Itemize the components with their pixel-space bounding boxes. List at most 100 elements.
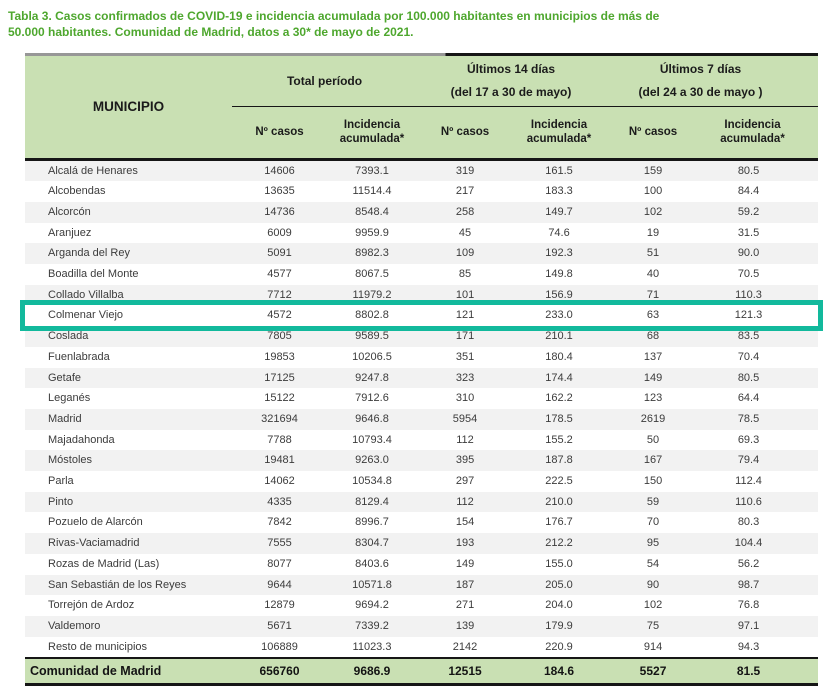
- value-cell: 154: [455, 516, 475, 529]
- table-row: Madrid 321694 9646.8 5954 178.5 2619 78.5: [25, 408, 819, 430]
- value-cell: 217: [455, 185, 475, 198]
- municipio-cell: Madrid: [25, 408, 232, 430]
- value-cell: 112: [456, 433, 474, 446]
- value-cell: 193: [417, 533, 514, 554]
- value-cell: 156.9: [513, 284, 606, 306]
- value-cell: 7712: [232, 284, 327, 306]
- table-row: Coslada 7805 9589.5 171 210.1 68 83.5: [25, 326, 819, 347]
- table-row: Resto de municipios 106889 11023.3 2142 220.…: [25, 637, 818, 659]
- total-incidence-total: 9686.9: [327, 657, 418, 686]
- subheader-incidence-total: Incidencia acumulada*: [327, 106, 418, 161]
- subheader-incidence-7d: Incidencia acumulada*: [701, 106, 819, 161]
- municipio-cell: Torrejón de Ardoz: [48, 599, 135, 612]
- value-cell: 210.1: [513, 326, 606, 347]
- municipio-cell: Alcobendas: [48, 185, 106, 198]
- group-sublabel-7d: (del 24 a 30 de mayo ): [638, 85, 763, 100]
- value-cell: 5671: [232, 615, 327, 637]
- municipio-column-header: MUNICIPIO: [25, 56, 232, 161]
- value-cell: 155.2: [545, 433, 573, 446]
- municipio-cell: Alcalá de Henares: [25, 159, 232, 182]
- value-cell: 101: [417, 284, 514, 306]
- value-cell: 11023.3: [352, 640, 392, 653]
- value-cell: 8304.7: [327, 533, 418, 554]
- table-row: Fuenlabrada 19853 10206.5 351 180.4 137 70.4: [25, 347, 818, 368]
- group-sublabel-14d: (del 17 a 30 de mayo): [450, 85, 572, 100]
- subheader-row: Nº casos Incidencia acumulada* Nº casos …: [25, 106, 819, 161]
- value-cell: 121.3: [734, 309, 763, 322]
- value-cell: 7912.6: [355, 392, 389, 405]
- municipio-cell: Getafe: [25, 367, 232, 389]
- value-cell: 2142: [452, 640, 478, 653]
- value-cell: 4577: [267, 268, 292, 281]
- value-cell: 10571.8: [327, 574, 418, 596]
- value-cell: 137: [643, 350, 663, 363]
- table-top-border: [25, 53, 818, 56]
- table-row: Parla 14062 10534.8 297 222.5 150 112.4: [25, 471, 818, 492]
- table-row-highlighted: Colmenar Viejo 4572 8802.8 121 233.0 63 121.3: [19, 300, 824, 332]
- value-cell: 162.2: [545, 392, 573, 405]
- municipio-cell: Pozuelo de Alarcón: [48, 516, 143, 529]
- value-cell: 100: [643, 185, 663, 198]
- value-cell: 150: [643, 475, 663, 488]
- value-cell: 178.5: [513, 408, 606, 430]
- value-cell: 7555: [232, 533, 327, 554]
- value-cell: 76.8: [737, 599, 760, 612]
- municipio-cell: Coslada: [25, 326, 232, 347]
- table-header: MUNICIPIO Total período Últimos 14 días …: [25, 56, 819, 161]
- value-cell: 159: [605, 159, 702, 182]
- table-row: Majadahonda 7788 10793.4 112 155.2 50 69.3: [25, 430, 818, 451]
- value-cell: 54: [646, 557, 660, 570]
- subheader-cases-14d: Nº casos: [417, 106, 514, 161]
- table-row: Pinto 4335 8129.4 112 210.0 59 110.6: [25, 491, 819, 513]
- value-cell: 51: [605, 243, 702, 265]
- value-cell: 64.4: [737, 392, 760, 405]
- value-cell: 183.3: [545, 185, 573, 198]
- total-cases-14d: 12515: [417, 657, 514, 686]
- table-row: San Sebastián de los Reyes 9644 10571.8 187…: [25, 574, 819, 596]
- municipio-cell: Rivas-Vaciamadrid: [25, 533, 232, 554]
- value-cell: 171: [417, 326, 514, 347]
- value-cell: 31.5: [737, 226, 760, 239]
- value-cell: 161.5: [513, 159, 606, 182]
- value-cell: 155.0: [545, 557, 573, 570]
- value-cell: 4335: [232, 491, 327, 513]
- value-cell: 68: [605, 326, 702, 347]
- value-cell: 19: [646, 226, 660, 239]
- subheader-incidence-14d: Incidencia acumulada*: [513, 106, 606, 161]
- group-header-row: MUNICIPIO Total período Últimos 14 días …: [25, 56, 819, 161]
- value-cell: 80.3: [737, 516, 760, 529]
- municipio-cell: Móstoles: [25, 450, 232, 472]
- value-cell: 90.0: [701, 243, 819, 265]
- value-cell: 204.0: [545, 599, 573, 612]
- value-cell: 149.7: [513, 201, 606, 223]
- table-footer: Comunidad de Madrid 656760 9686.9 12515 …: [25, 657, 819, 686]
- municipio-cell: Pinto: [25, 491, 232, 513]
- value-cell: 9247.8: [327, 367, 418, 389]
- value-cell: 95: [605, 533, 702, 554]
- group-header-total-period: Total período: [232, 56, 418, 107]
- municipio-cell: Resto de municipios: [48, 640, 148, 653]
- value-cell: 149.8: [545, 268, 573, 281]
- value-cell: 69.3: [737, 433, 760, 446]
- municipio-cell: Valdemoro: [25, 615, 232, 637]
- subheader-cases-7d: Nº casos: [605, 106, 702, 161]
- table-row: Rozas de Madrid (Las) 8077 8403.6 149 155.0 5…: [25, 554, 818, 575]
- value-cell: 176.7: [545, 516, 573, 529]
- municipio-cell: Majadahonda: [48, 433, 115, 446]
- value-cell: 71: [605, 284, 702, 306]
- value-cell: 310: [455, 392, 475, 405]
- value-cell: 13635: [264, 185, 295, 198]
- value-cell: 7842: [267, 516, 292, 529]
- value-cell: 271: [455, 599, 475, 612]
- value-cell: 187.8: [513, 450, 606, 472]
- value-cell: 63: [646, 309, 660, 322]
- value-cell: 7393.1: [327, 159, 418, 182]
- table-body: Alcalá de Henares 14606 7393.1 319 161.5 159 8…: [19, 159, 824, 659]
- value-cell: 9646.8: [327, 408, 418, 430]
- table-row: Alcorcón 14736 8548.4 258 149.7 102 59.2: [25, 201, 819, 223]
- table-row: Arganda del Rey 5091 8982.3 109 192.3 51 90.0: [25, 243, 819, 265]
- total-incidence-14d: 184.6: [513, 657, 606, 686]
- municipio-cell: Arganda del Rey: [25, 243, 232, 265]
- value-cell: 8982.3: [327, 243, 418, 265]
- value-cell: 40: [646, 268, 660, 281]
